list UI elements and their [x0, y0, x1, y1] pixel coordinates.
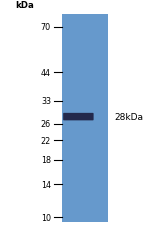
- Text: kDa: kDa: [15, 1, 34, 10]
- Text: 28kDa: 28kDa: [114, 113, 143, 122]
- Text: 33: 33: [41, 97, 51, 106]
- Text: 18: 18: [41, 156, 51, 165]
- Text: 70: 70: [41, 23, 51, 32]
- Text: 44: 44: [41, 69, 51, 77]
- Text: 10: 10: [41, 213, 51, 222]
- Bar: [62, 15, 108, 222]
- Text: 14: 14: [41, 180, 51, 189]
- FancyBboxPatch shape: [63, 113, 94, 121]
- Text: 22: 22: [41, 136, 51, 145]
- Text: 26: 26: [41, 120, 51, 129]
